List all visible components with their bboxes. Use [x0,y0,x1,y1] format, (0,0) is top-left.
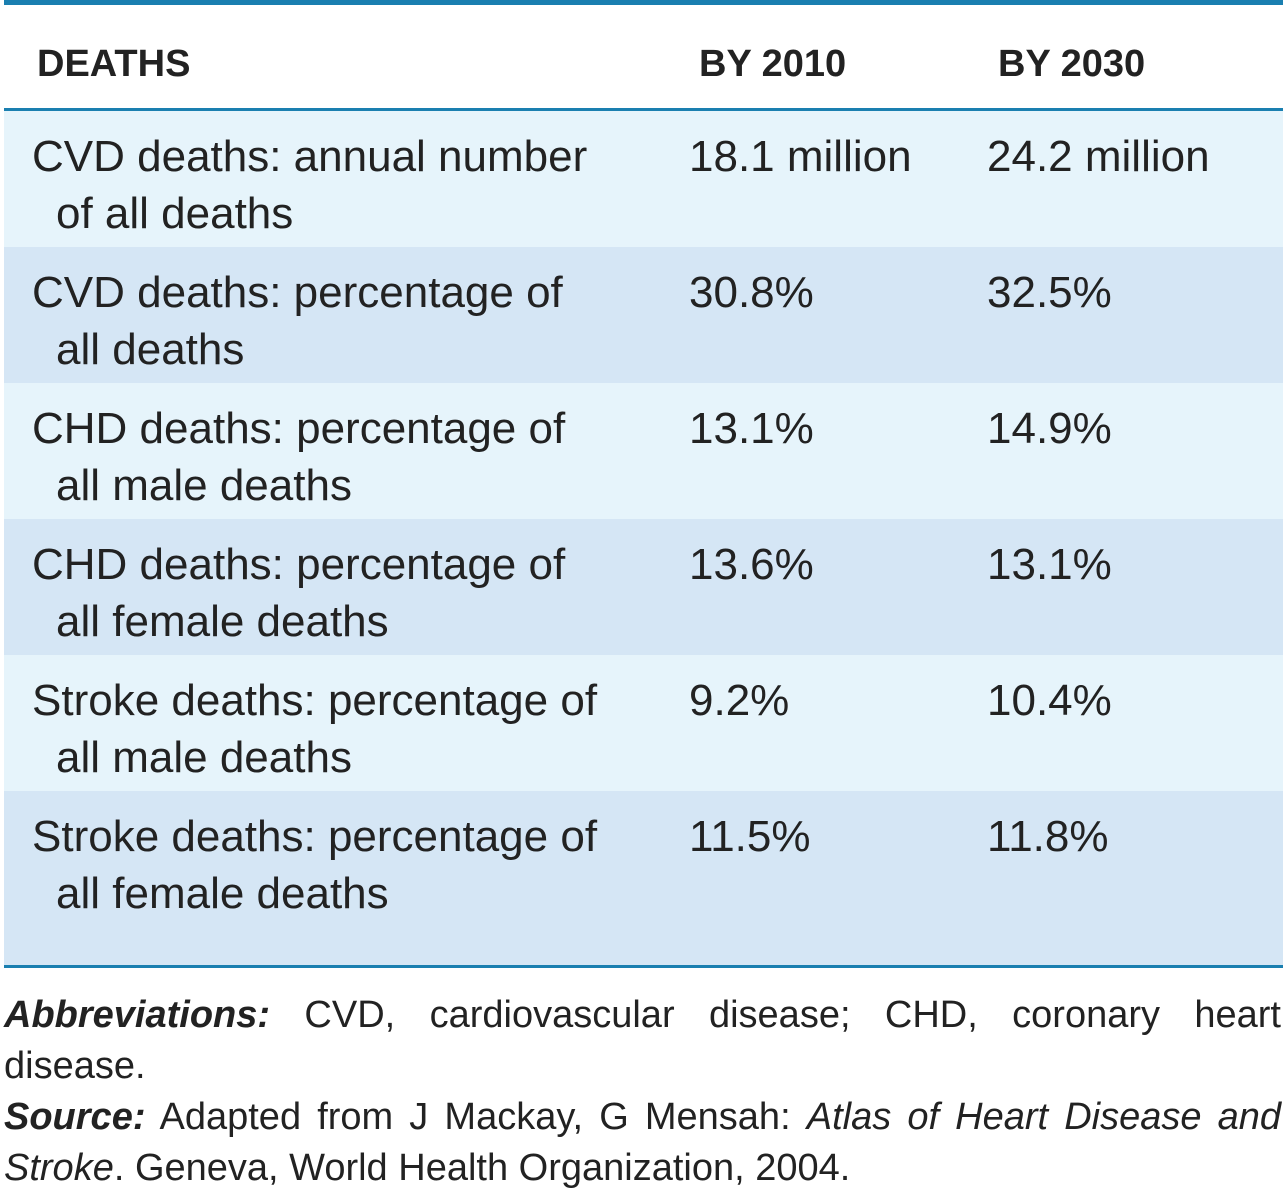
source-note: Source: Adapted from J Mackay, G Mensah:… [4,1092,1281,1194]
table-header-row: DEATHS BY 2010 BY 2030 [4,5,1283,111]
source-text-2: . Geneva, World Health Organization, 200… [113,1147,851,1189]
row-value-2010: 11.5% [689,812,811,861]
header-deaths: DEATHS [37,43,191,85]
row-value-2030: 11.8% [987,812,1109,861]
table-row: CVD deaths: percentage of all deaths 30.… [4,247,1283,383]
row-label: CHD deaths: percentage of all male death… [32,400,672,514]
row-value-2010: 18.1 million [689,132,912,181]
table-row: Stroke deaths: percentage of all female … [4,791,1283,965]
row-label: Stroke deaths: percentage of all female … [32,808,672,922]
row-label-line2: all female deaths [56,869,389,918]
row-label-line1: Stroke deaths: percentage of [32,676,598,725]
source-text-1: Adapted from J Mackay, G Mensah: [145,1096,807,1138]
row-label: CHD deaths: percentage of all female dea… [32,536,672,650]
row-label-line1: CHD deaths: percentage of [32,540,566,589]
row-value-2010: 13.6% [689,540,814,589]
abbreviations-text: CVD, cardiovascular disease; CHD, corona… [4,994,1281,1087]
row-value-2030: 13.1% [987,540,1112,589]
row-label: CVD deaths: annual number of all deaths [32,128,672,242]
row-label-line2: all female deaths [56,597,389,646]
row-label-line2: all deaths [56,325,245,374]
row-label-line1: Stroke deaths: percentage of [32,812,598,861]
row-label-line2: of all deaths [56,189,294,238]
row-label-line2: all male deaths [56,733,352,782]
row-value-2030: 10.4% [987,676,1112,725]
row-value-2010: 30.8% [689,268,814,317]
abbreviations-note: Abbreviations: CVD, cardiovascular disea… [4,990,1281,1092]
deaths-table: DEATHS BY 2010 BY 2030 CVD deaths: annua… [4,0,1283,968]
row-label: Stroke deaths: percentage of all male de… [32,672,672,786]
row-label-line2: all male deaths [56,461,352,510]
table-footnotes: Abbreviations: CVD, cardiovascular disea… [4,990,1281,1194]
table-row: CHD deaths: percentage of all male death… [4,383,1283,519]
table-row: Stroke deaths: percentage of all male de… [4,655,1283,791]
source-title: Atlas of Heart Disease and Stroke [4,1096,1281,1189]
row-value-2010: 13.1% [689,404,814,453]
source-lead: Source: [4,1096,146,1138]
row-value-2030: 32.5% [987,268,1112,317]
row-value-2030: 24.2 million [987,132,1210,181]
header-by-2030: BY 2030 [998,43,1146,85]
row-value-2030: 14.9% [987,404,1112,453]
row-label-line1: CVD deaths: percentage of [32,268,563,317]
table-row: CHD deaths: percentage of all female dea… [4,519,1283,655]
header-by-2010: BY 2010 [699,43,847,85]
row-label: CVD deaths: percentage of all deaths [32,264,672,378]
table-row: CVD deaths: annual number of all deaths … [4,111,1283,247]
row-label-line1: CVD deaths: annual number [32,132,588,181]
row-label-line1: CHD deaths: percentage of [32,404,566,453]
abbreviations-lead: Abbreviations: [4,994,271,1036]
table-top-rule [4,0,1283,5]
row-value-2010: 9.2% [689,676,790,725]
table-bottom-rule [4,965,1283,968]
